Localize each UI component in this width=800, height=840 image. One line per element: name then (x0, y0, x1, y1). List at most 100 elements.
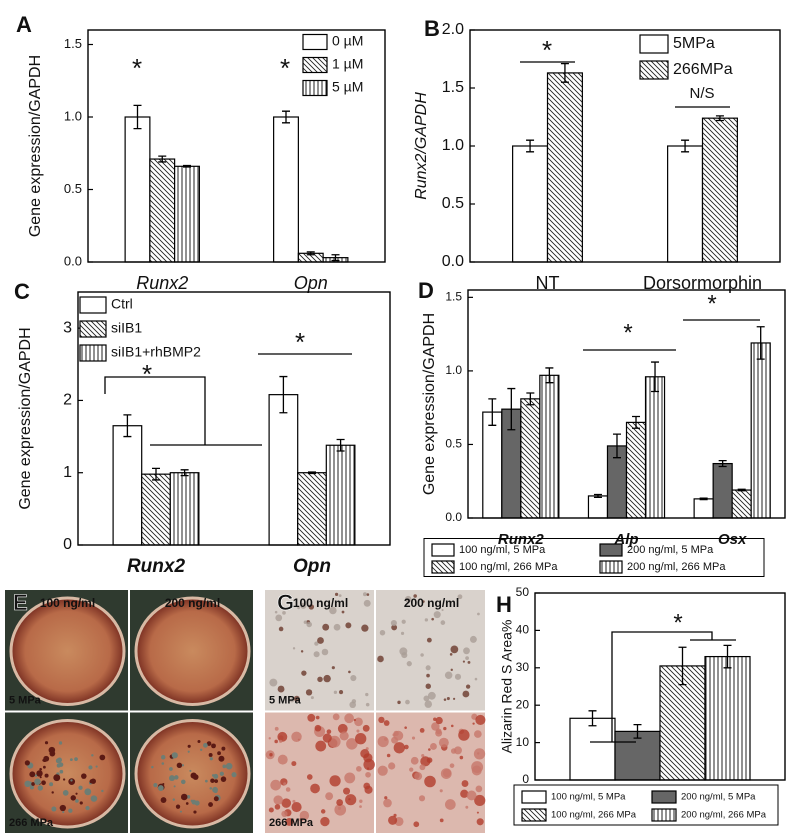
mineral-spot (55, 758, 62, 764)
legend-swatch (639, 60, 669, 80)
y-tick-label: 1.0 (445, 363, 462, 377)
y-tick-label: 3 (63, 319, 72, 336)
stain-spot (443, 726, 447, 731)
y-tick-label: 1.5 (64, 36, 82, 51)
annotation: N/S (689, 85, 714, 102)
stain-spot (321, 648, 329, 656)
y-tick-label: 2 (63, 392, 72, 409)
stain-spot (411, 736, 416, 740)
mineral-spot (43, 765, 46, 769)
stain-spot (339, 731, 349, 741)
stain-spot (269, 753, 273, 757)
y-tick-label: 50 (516, 585, 530, 599)
stain-spot (423, 695, 430, 702)
mineral-spot (69, 758, 73, 762)
mineral-spot (84, 788, 92, 796)
mineral-spot (29, 785, 34, 790)
stain-spot (424, 618, 429, 622)
stain-spot (465, 656, 469, 660)
stain-spot (341, 610, 345, 614)
stain-spot (471, 765, 482, 776)
bar (174, 165, 200, 263)
bar (587, 495, 609, 519)
stain-spot (359, 799, 363, 803)
stain-spot (413, 821, 420, 828)
mineral-spot (187, 750, 190, 753)
y-tick-label: 0.0 (64, 253, 82, 268)
mineral-spot (68, 778, 76, 785)
stain-spot (360, 749, 370, 759)
mineral-spot (205, 779, 208, 783)
error-bar (633, 723, 642, 739)
mineral-spot (210, 778, 215, 783)
legend-label: 200 ng/ml, 266 MPa (681, 810, 767, 821)
mineral-spot (62, 789, 69, 796)
legend-swatch (431, 543, 455, 557)
mineral-spot (70, 779, 73, 782)
legend-swatch (521, 808, 547, 822)
y-tick-label: 1 (63, 464, 72, 481)
mineral-spot (220, 776, 227, 782)
stain-spot (329, 606, 337, 615)
stain-spot (422, 600, 425, 603)
stain-spot (366, 767, 370, 770)
mineral-spot (31, 782, 35, 786)
annotation: * (132, 53, 142, 83)
mineral-spot (91, 754, 94, 757)
stain-spot (435, 716, 443, 725)
mineral-spot (81, 773, 87, 779)
error-bar (123, 414, 132, 438)
mineral-spot (62, 778, 66, 781)
stain-spot (424, 700, 433, 708)
y-tick-label: 0.0 (445, 510, 462, 524)
legend-label: 1 µM (332, 56, 363, 72)
error-bar (180, 469, 189, 477)
mineral-spot (49, 750, 56, 757)
mineral-spot (39, 767, 42, 771)
mineral-spot (173, 785, 176, 788)
mineral-spot (24, 760, 30, 766)
stain-spot (332, 713, 340, 721)
row-label: 5 MPa (269, 694, 302, 706)
culture-dish (134, 596, 251, 706)
stain-spot (426, 673, 430, 678)
stain-spot (344, 772, 356, 784)
stain-spot (337, 723, 348, 734)
annotation: * (623, 319, 632, 346)
stain-spot (444, 799, 456, 810)
stain-spot (291, 761, 297, 767)
stain-spot (344, 713, 354, 724)
error-bar (507, 387, 516, 431)
stain-spot (315, 715, 320, 720)
stain-spot (337, 806, 342, 810)
stain-spot (354, 717, 363, 727)
mineral-spot (160, 797, 167, 803)
x-tick-label: Runx2 (127, 556, 186, 577)
stain-spot (348, 670, 351, 674)
y-tick-label: 0.5 (442, 195, 464, 212)
x-tick-label: Runx2 (498, 531, 545, 548)
y-tick-label: 10 (516, 735, 530, 749)
stain-spot (397, 700, 401, 705)
stain-spot (361, 624, 369, 632)
legend-swatch (651, 808, 677, 822)
stain-spot (291, 731, 302, 743)
error-bar (133, 104, 142, 130)
y-axis-label: Alizarin Red S Area% (499, 620, 515, 754)
stain-spot (393, 742, 405, 754)
error-bar (488, 398, 497, 426)
plot-frame (469, 29, 781, 263)
annotation: * (673, 609, 682, 636)
legend-swatch (79, 320, 107, 338)
y-tick-label: 0 (63, 536, 72, 553)
plot-frame (87, 29, 386, 263)
mineral-spot (185, 802, 189, 805)
bar (268, 394, 299, 546)
legend-box (423, 538, 765, 577)
mineral-spot (162, 782, 165, 786)
stain-spot (292, 799, 296, 803)
mineral-spot (153, 783, 158, 788)
legend-label: 5 µM (332, 79, 363, 95)
mineral-spot (88, 765, 93, 770)
mineral-spot (41, 780, 46, 786)
